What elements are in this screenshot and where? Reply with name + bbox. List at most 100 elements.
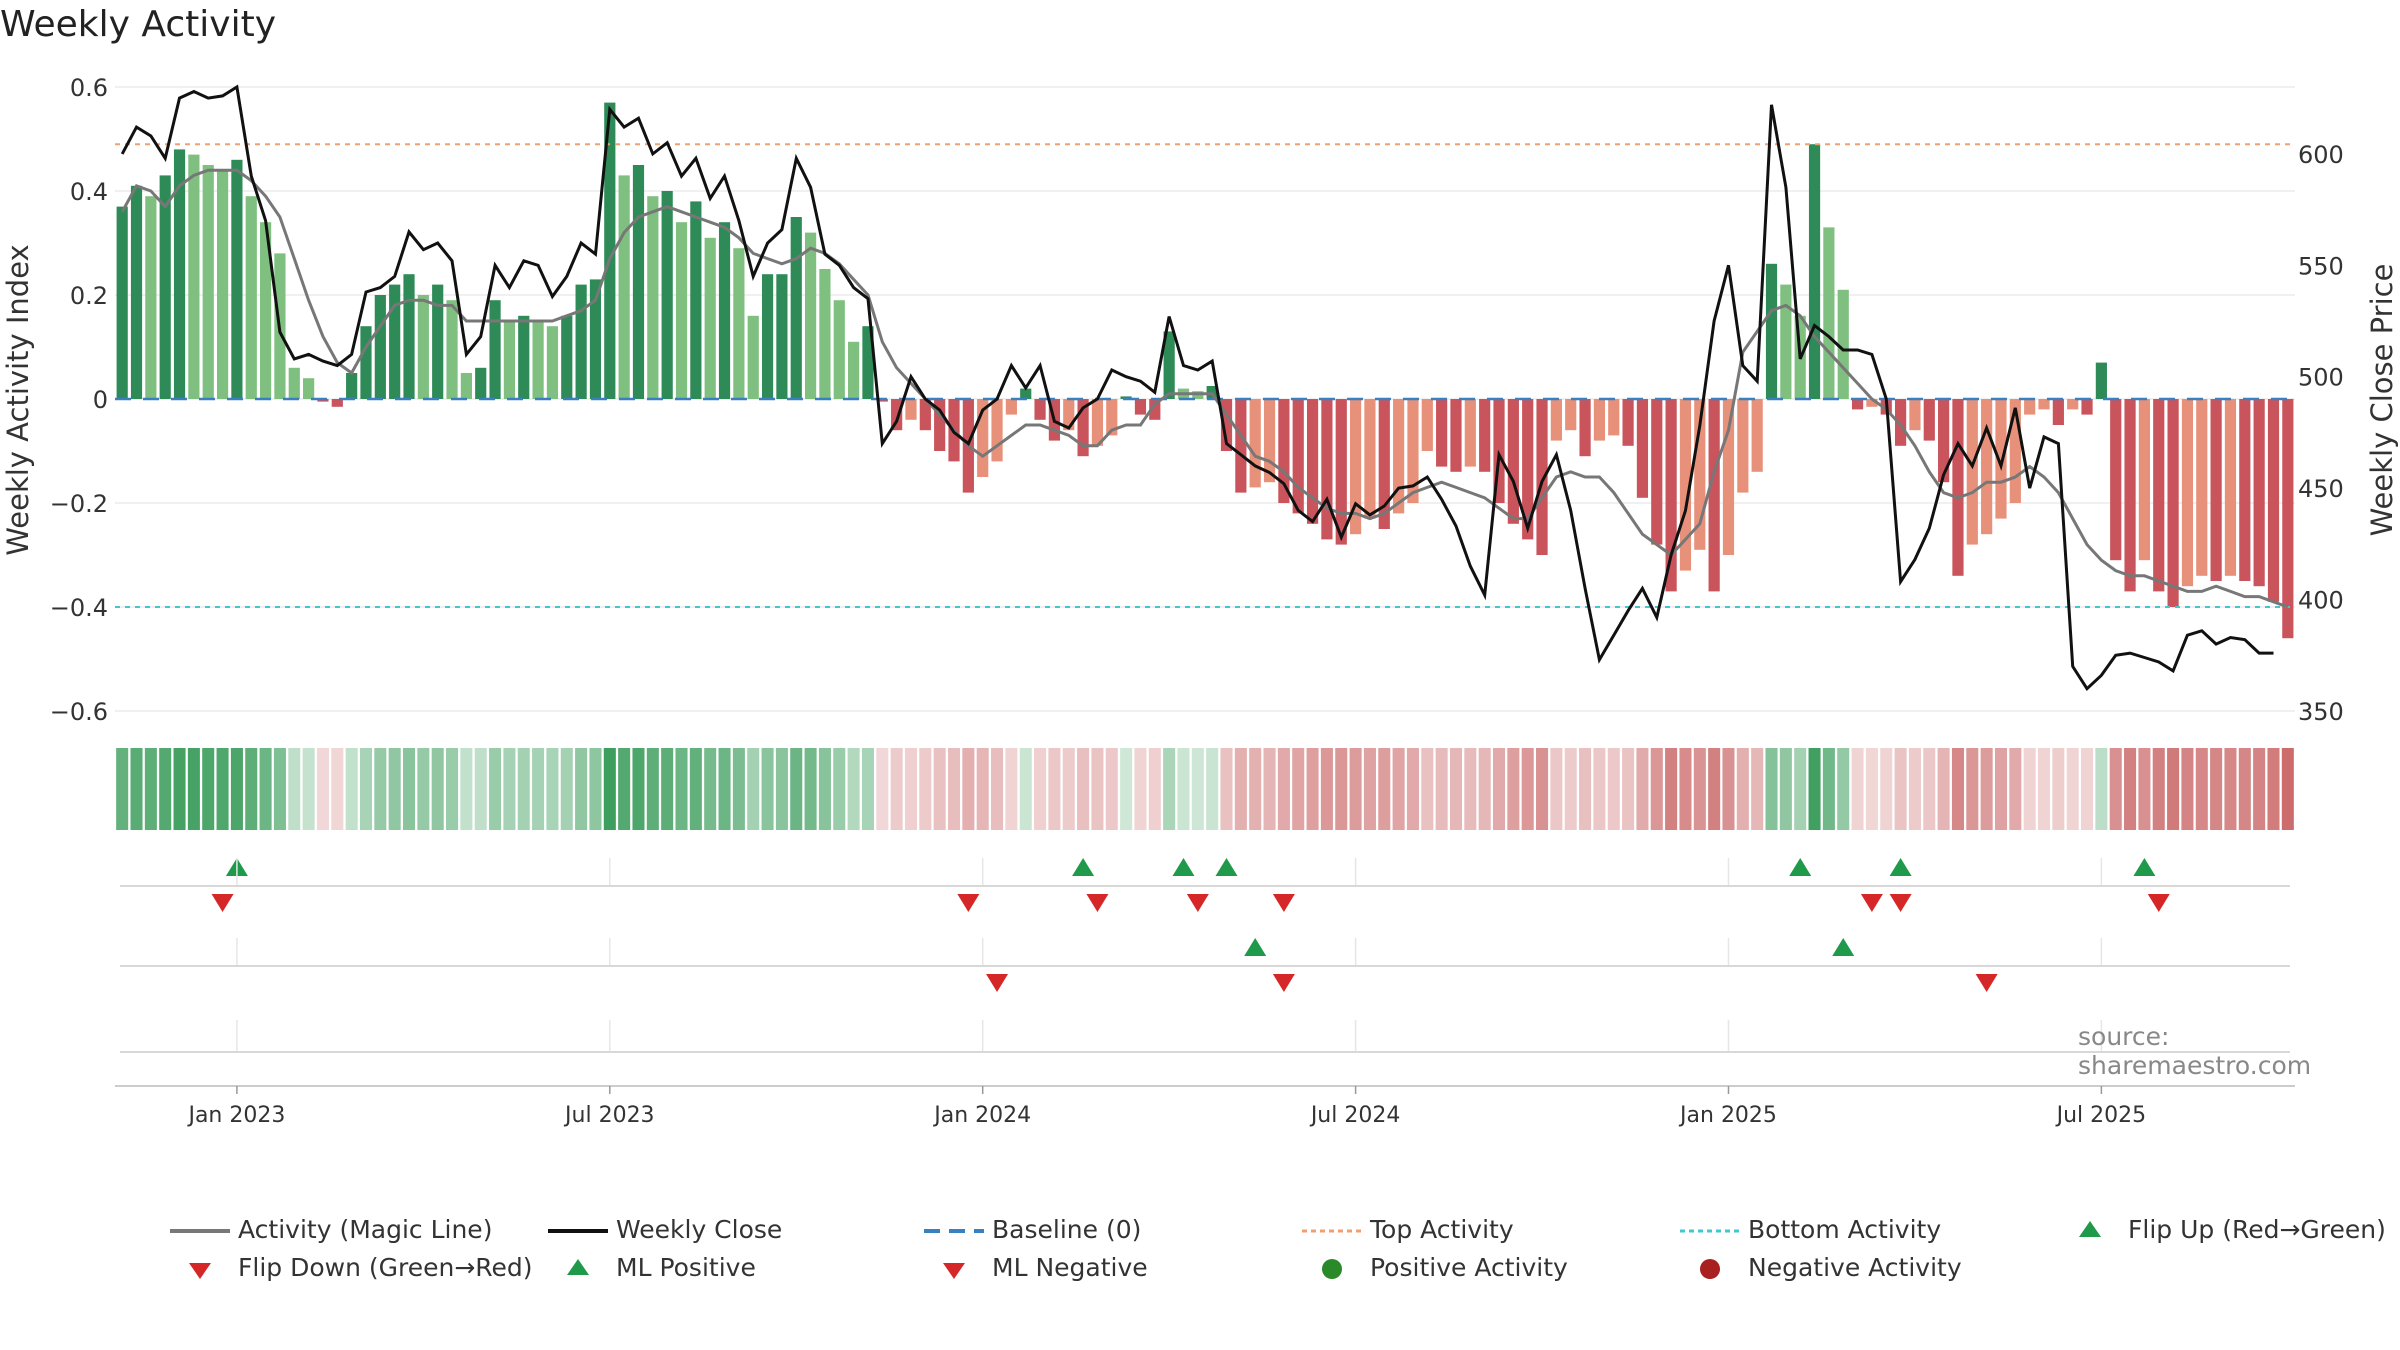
heat-strip-cell bbox=[689, 748, 702, 830]
activity-bar bbox=[776, 274, 788, 399]
activity-bar bbox=[1866, 399, 1878, 407]
activity-bar bbox=[1005, 399, 1017, 415]
activity-bar bbox=[2167, 399, 2179, 607]
heat-strip-cell bbox=[1894, 748, 1907, 830]
source-label: source: sharemaestro.com bbox=[2078, 1022, 2312, 1080]
heat-strip-cell bbox=[775, 748, 788, 830]
activity-bar bbox=[1479, 399, 1491, 472]
activity-bar bbox=[331, 399, 343, 407]
x-tick-label: Jul 2023 bbox=[563, 1103, 655, 1128]
flip-up-marker bbox=[1172, 858, 1195, 876]
y2-tick-label: 400 bbox=[2298, 587, 2344, 615]
x-tick-label: Jul 2024 bbox=[1309, 1103, 1401, 1128]
activity-bar bbox=[1536, 399, 1548, 555]
heat-strip-cell bbox=[517, 748, 530, 830]
heat-strip-cell bbox=[1148, 748, 1161, 830]
y-axis-label: Weekly Activity Index bbox=[1, 244, 35, 555]
ml-negative-marker bbox=[986, 974, 1009, 992]
legend-top-activity-label: Top Activity bbox=[1370, 1215, 1514, 1244]
heat-strip-cell bbox=[1779, 748, 1792, 830]
heat-strip-cell bbox=[388, 748, 401, 830]
heat-strip-cell bbox=[2253, 748, 2266, 830]
heat-strip-cell bbox=[1249, 748, 1262, 830]
heat-strip-cell bbox=[1105, 748, 1118, 830]
activity-bar bbox=[1708, 399, 1720, 592]
legend-baseline-label: Baseline (0) bbox=[992, 1215, 1142, 1244]
activity-bar bbox=[130, 185, 143, 399]
heat-strip-cell bbox=[1392, 748, 1405, 830]
activity-bar bbox=[202, 165, 214, 399]
y-tick-label: 0.2 bbox=[70, 282, 108, 310]
heat-strip-cell bbox=[1923, 748, 1936, 830]
activity-bar bbox=[1163, 331, 1175, 399]
activity-bar bbox=[876, 399, 888, 402]
activity-bar bbox=[1780, 284, 1792, 399]
activity-bar bbox=[833, 300, 845, 399]
heat-strip-cell bbox=[1693, 748, 1706, 830]
heat-strip-cell bbox=[976, 748, 989, 830]
heat-strip-cell bbox=[1536, 748, 1549, 830]
heat-strip-cell bbox=[331, 748, 344, 830]
ml-negative-marker bbox=[1272, 974, 1295, 992]
heat-strip-cell bbox=[1564, 748, 1577, 830]
activity-bar bbox=[1149, 399, 1161, 420]
activity-bar bbox=[346, 373, 358, 399]
activity-bar bbox=[1522, 399, 1534, 540]
heat-strip-cell bbox=[1579, 748, 1592, 830]
flip-down-marker bbox=[1086, 894, 1109, 912]
activity-bar bbox=[288, 367, 300, 399]
y2-tick-label: 550 bbox=[2298, 252, 2344, 280]
activity-bar bbox=[303, 378, 315, 399]
heat-strip-cell bbox=[130, 748, 143, 830]
heat-strip-cell bbox=[1765, 748, 1778, 830]
activity-bar bbox=[2067, 399, 2079, 410]
heat-strip-cell bbox=[1292, 748, 1305, 830]
heat-strip-cell bbox=[646, 748, 659, 830]
heat-strip-cell bbox=[1994, 748, 2008, 830]
flip-down-marker bbox=[1272, 894, 1295, 912]
activity-bar bbox=[1808, 144, 1821, 399]
activity-bar bbox=[1421, 399, 1433, 451]
heat-strip-cell bbox=[1794, 748, 1807, 830]
activity-bar bbox=[518, 315, 530, 399]
heat-strip-cell bbox=[1320, 748, 1333, 830]
activity-bar bbox=[919, 399, 931, 431]
activity-bar bbox=[1665, 399, 1677, 592]
activity-bar bbox=[1995, 399, 2007, 519]
activity-bar bbox=[374, 295, 386, 399]
heat-strip-cell bbox=[589, 748, 602, 830]
activity-bar bbox=[1722, 399, 1735, 555]
legend-ml-positive-swatch bbox=[567, 1259, 589, 1275]
activity-bar bbox=[718, 222, 731, 399]
heat-strip-cell bbox=[259, 748, 272, 830]
heat-strip-cell bbox=[2267, 748, 2280, 830]
activity-bar bbox=[360, 326, 372, 399]
y2-axis-ticks: 600 550 500 450 400 350 bbox=[2298, 141, 2344, 726]
heat-strip-cell bbox=[1220, 748, 1233, 830]
activity-bar bbox=[1349, 399, 1362, 535]
heat-strip-cell bbox=[847, 748, 860, 830]
activity-bar bbox=[1335, 399, 1347, 545]
heat-strip-cell bbox=[1163, 748, 1176, 830]
heat-strip-cell bbox=[1134, 748, 1147, 830]
series-lines bbox=[120, 84, 2289, 692]
activity-bar bbox=[1378, 399, 1390, 529]
heat-strip-cell bbox=[632, 748, 645, 830]
x-axis: Jan 2023 Jul 2023 Jan 2024 Jul 2024 Jan 2025… bbox=[115, 858, 2295, 1128]
chart-title: Weekly Activity bbox=[0, 4, 277, 45]
heat-strip-cell bbox=[1091, 748, 1104, 830]
heat-strip-cell bbox=[2037, 748, 2051, 830]
activity-bar bbox=[2124, 399, 2136, 592]
heat-strip-cell bbox=[1421, 748, 1434, 830]
x-tick-label: Jan 2024 bbox=[932, 1103, 1031, 1128]
heat-strip-cell bbox=[1908, 748, 1921, 830]
y2-tick-label: 450 bbox=[2298, 475, 2344, 503]
heat-strip-cell bbox=[1966, 748, 1979, 830]
heat-strip-cell bbox=[1980, 748, 1993, 830]
ml-positive-marker bbox=[1244, 938, 1267, 956]
activity-bar bbox=[489, 300, 501, 399]
legend-negative-activity-label: Negative Activity bbox=[1748, 1253, 1962, 1282]
activity-bar bbox=[2239, 399, 2251, 581]
heat-strip-cell bbox=[431, 748, 444, 830]
heat-strip-cell bbox=[1335, 748, 1348, 830]
